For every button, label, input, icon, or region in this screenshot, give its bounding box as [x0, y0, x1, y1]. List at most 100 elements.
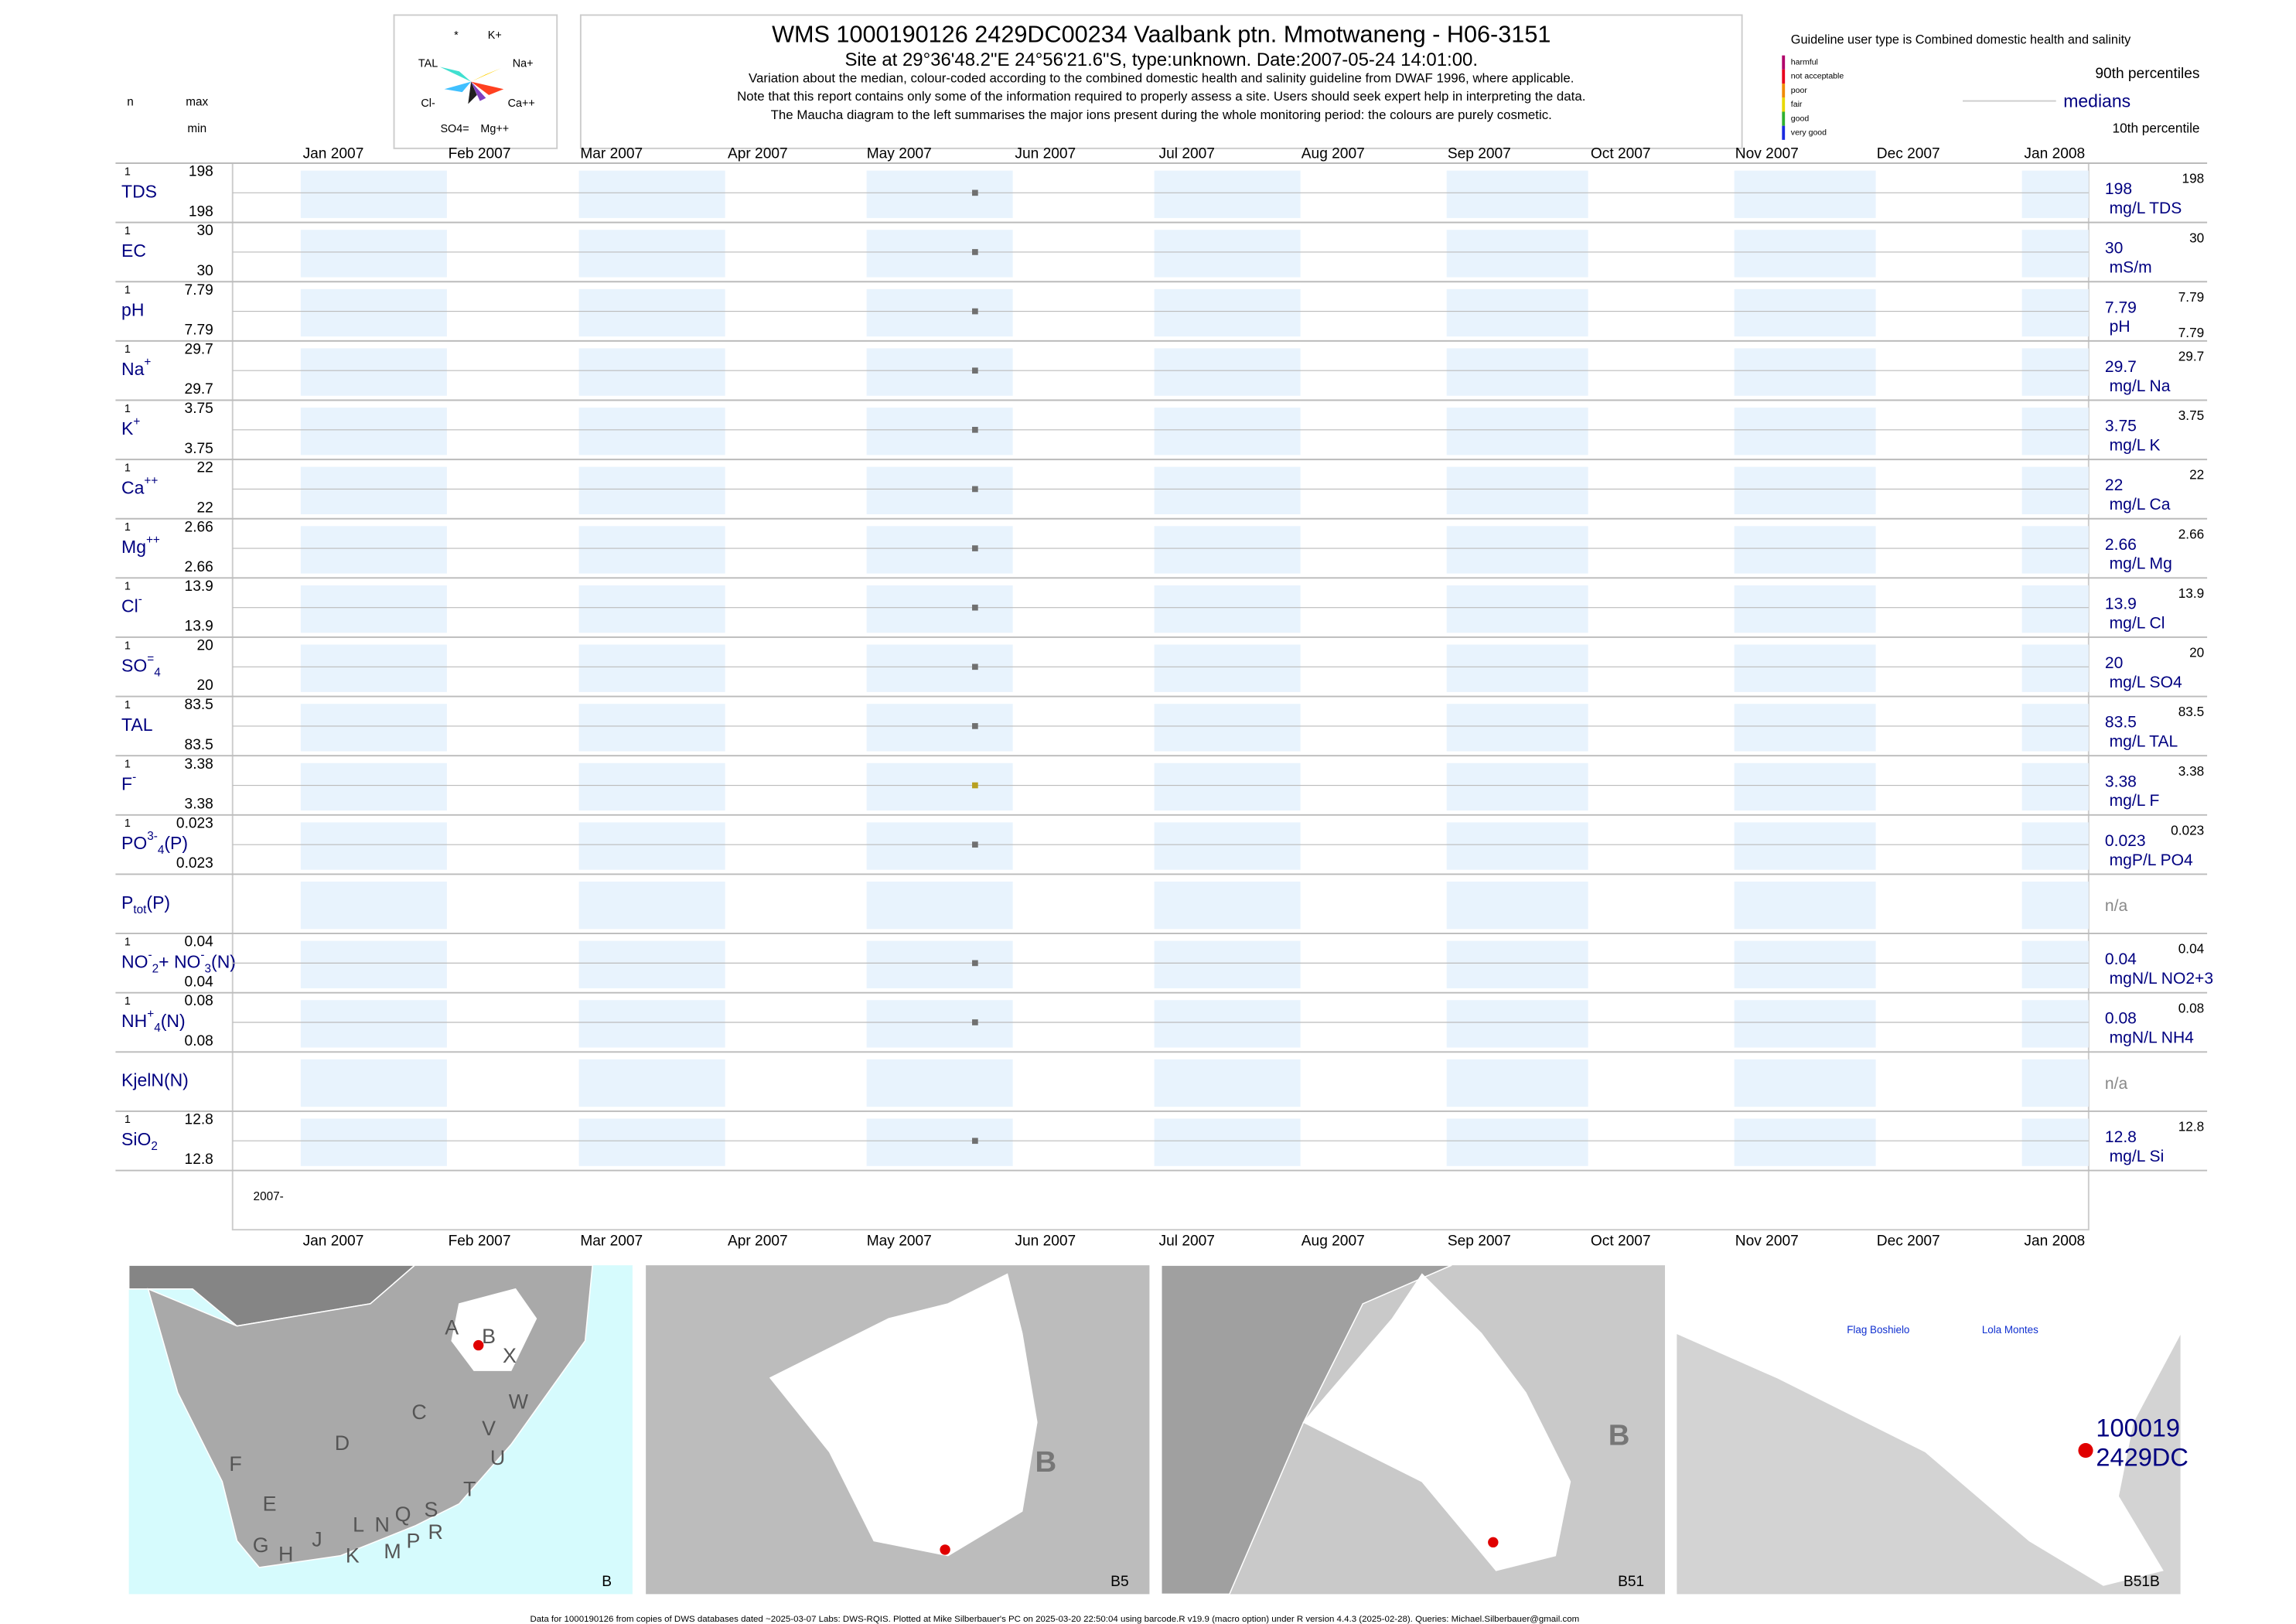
- region-letter: D: [335, 1431, 350, 1455]
- row-label: PO3-4(P): [121, 831, 188, 857]
- place: Flag Boshielo: [1847, 1324, 1909, 1336]
- row-label: KjelN(N): [121, 1070, 189, 1090]
- row-label: TAL: [121, 715, 153, 735]
- month-label: Apr 2007: [728, 146, 788, 162]
- row-value: 29.7: [2105, 358, 2137, 376]
- label-part: TDS: [121, 181, 157, 201]
- month-band: [2021, 1000, 2089, 1048]
- catchment: [1302, 1273, 1571, 1571]
- month-label: Aug 2007: [1302, 146, 1365, 162]
- maucha-label: *: [454, 29, 459, 42]
- row-value: 83.5: [2105, 714, 2137, 732]
- month-band: [1446, 644, 1588, 692]
- median-dot: [972, 545, 978, 551]
- row-scale: 7.79: [2178, 289, 2205, 305]
- month-label: Jun 2007: [1015, 1233, 1076, 1250]
- maucha-segment: [444, 81, 472, 93]
- row-n: 1: [125, 165, 131, 178]
- month-band: [1446, 466, 1588, 514]
- row-unit: pH: [2110, 318, 2131, 336]
- month-label: Jul 2007: [1159, 146, 1215, 162]
- row-n: 1: [125, 462, 131, 474]
- row-unit: mg/L K: [2110, 436, 2161, 454]
- maucha-label: K+: [488, 29, 502, 42]
- month-band: [866, 170, 1013, 218]
- month-band: [300, 1059, 447, 1107]
- month-band: [1734, 1059, 1876, 1107]
- map-name: B: [602, 1574, 612, 1590]
- row-unit: mS/m: [2110, 259, 2152, 277]
- row-max: 29.7: [185, 341, 213, 357]
- month-label: Nov 2007: [1735, 1233, 1799, 1250]
- region-letter: Q: [395, 1503, 411, 1526]
- row-scale: 2.66: [2178, 526, 2205, 541]
- month-band: [300, 526, 447, 574]
- region-letter: N: [375, 1513, 390, 1536]
- guideline: Guideline user type is Combined domestic…: [1791, 32, 2131, 46]
- month-band: [1154, 170, 1301, 218]
- maucha-segment: [471, 81, 486, 101]
- month-band: [866, 1118, 1013, 1166]
- month-band: [1154, 230, 1301, 278]
- month-band: [866, 466, 1013, 514]
- subtitle: Site at 29°36'48.2"E 24°56'21.6"S, type:…: [844, 49, 1478, 70]
- row-na: n/a: [2105, 1075, 2128, 1093]
- map-big-label: B: [1035, 1445, 1056, 1479]
- row-label: Mg++: [121, 534, 160, 558]
- maucha-label: TAL: [418, 57, 438, 70]
- row-n: 1: [125, 285, 131, 297]
- row-unit: mg/L Cl: [2110, 614, 2165, 632]
- row-unit: mg/L Mg: [2110, 555, 2172, 573]
- month-band: [1154, 288, 1301, 337]
- row-value: 198: [2105, 180, 2132, 198]
- month-band: [300, 704, 447, 752]
- month-band: [578, 288, 725, 337]
- month-band: [1734, 526, 1876, 574]
- row-label: EC: [121, 241, 146, 261]
- median-dot: [972, 426, 978, 433]
- month-band: [1734, 170, 1876, 218]
- month-band: [1446, 763, 1588, 811]
- row-max: 0.023: [176, 815, 213, 831]
- month-band: [866, 585, 1013, 633]
- month-label: Mar 2007: [580, 146, 643, 162]
- row-n: 1: [125, 1114, 131, 1126]
- month-band: [1446, 1118, 1588, 1166]
- month-band: [866, 644, 1013, 692]
- row-value: 30: [2105, 240, 2123, 258]
- month-band: [300, 822, 447, 870]
- median-dot: [972, 1019, 978, 1025]
- month-band: [1734, 644, 1876, 692]
- month-band: [866, 940, 1013, 988]
- month-band: [1154, 704, 1301, 752]
- month-label: Mar 2007: [580, 1233, 643, 1250]
- month-label: Dec 2007: [1877, 1233, 1940, 1250]
- row-n: 1: [125, 699, 131, 711]
- month-band: [1154, 1059, 1301, 1107]
- row-min: 0.023: [176, 855, 213, 872]
- month-band: [2021, 704, 2089, 752]
- map-name: B51B: [2124, 1574, 2160, 1590]
- row-min: 7.79: [185, 322, 213, 339]
- maucha-label: Ca++: [508, 97, 535, 110]
- label-part: (N): [161, 1011, 186, 1031]
- month-band: [578, 763, 725, 811]
- month-band: [578, 1059, 725, 1107]
- label-part: Cl: [121, 596, 138, 616]
- month-band: [866, 882, 1013, 930]
- month-band: [2021, 1118, 2089, 1166]
- row-label: NH+4(N): [121, 1008, 186, 1034]
- label-part: =: [147, 653, 154, 666]
- region-letter: R: [428, 1520, 442, 1544]
- month-band: [866, 348, 1013, 396]
- row-unit: mg/L Si: [2110, 1148, 2165, 1165]
- month-band: [1734, 763, 1876, 811]
- month-band: [578, 585, 725, 633]
- month-band: [300, 288, 447, 337]
- row-min: 12.8: [185, 1151, 213, 1168]
- median-dot: [972, 486, 978, 493]
- label-part: +: [133, 415, 140, 428]
- month-band: [1154, 763, 1301, 811]
- row-n: 1: [125, 343, 131, 356]
